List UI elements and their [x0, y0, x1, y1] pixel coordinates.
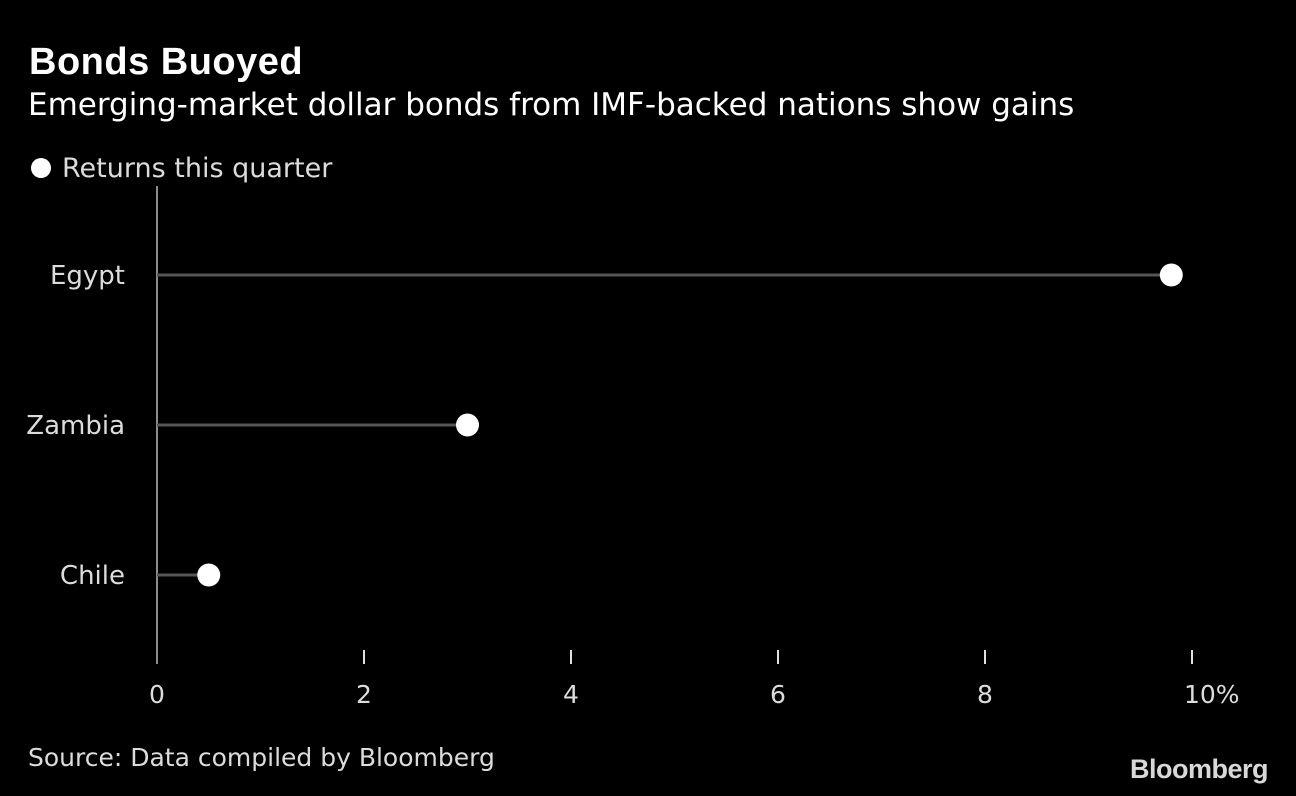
x-tick-label: 8 [977, 680, 993, 709]
x-tick-label: 6 [770, 680, 786, 709]
category-label: Egypt [50, 261, 125, 291]
chart-title: Bonds Buoyed [29, 41, 304, 83]
legend-label: Returns this quarter [62, 152, 333, 184]
legend: Returns this quarter [31, 151, 332, 185]
category-label: Chile [60, 561, 125, 591]
source-note: Source: Data compiled by Bloomberg [28, 743, 495, 772]
data-point [456, 413, 479, 437]
category-label: Zambia [26, 411, 125, 441]
data-point [1159, 263, 1183, 287]
x-tick-label: 10% [1184, 680, 1240, 709]
legend-marker [31, 158, 51, 178]
x-tick-label: 2 [356, 680, 372, 709]
x-tick-label: 0 [149, 680, 165, 709]
data-point [197, 563, 221, 587]
x-tick-label: 4 [563, 680, 579, 709]
bloomberg-logo: Bloomberg [1129, 754, 1269, 784]
chart-subtitle: Emerging-market dollar bonds from IMF-ba… [28, 87, 1075, 123]
